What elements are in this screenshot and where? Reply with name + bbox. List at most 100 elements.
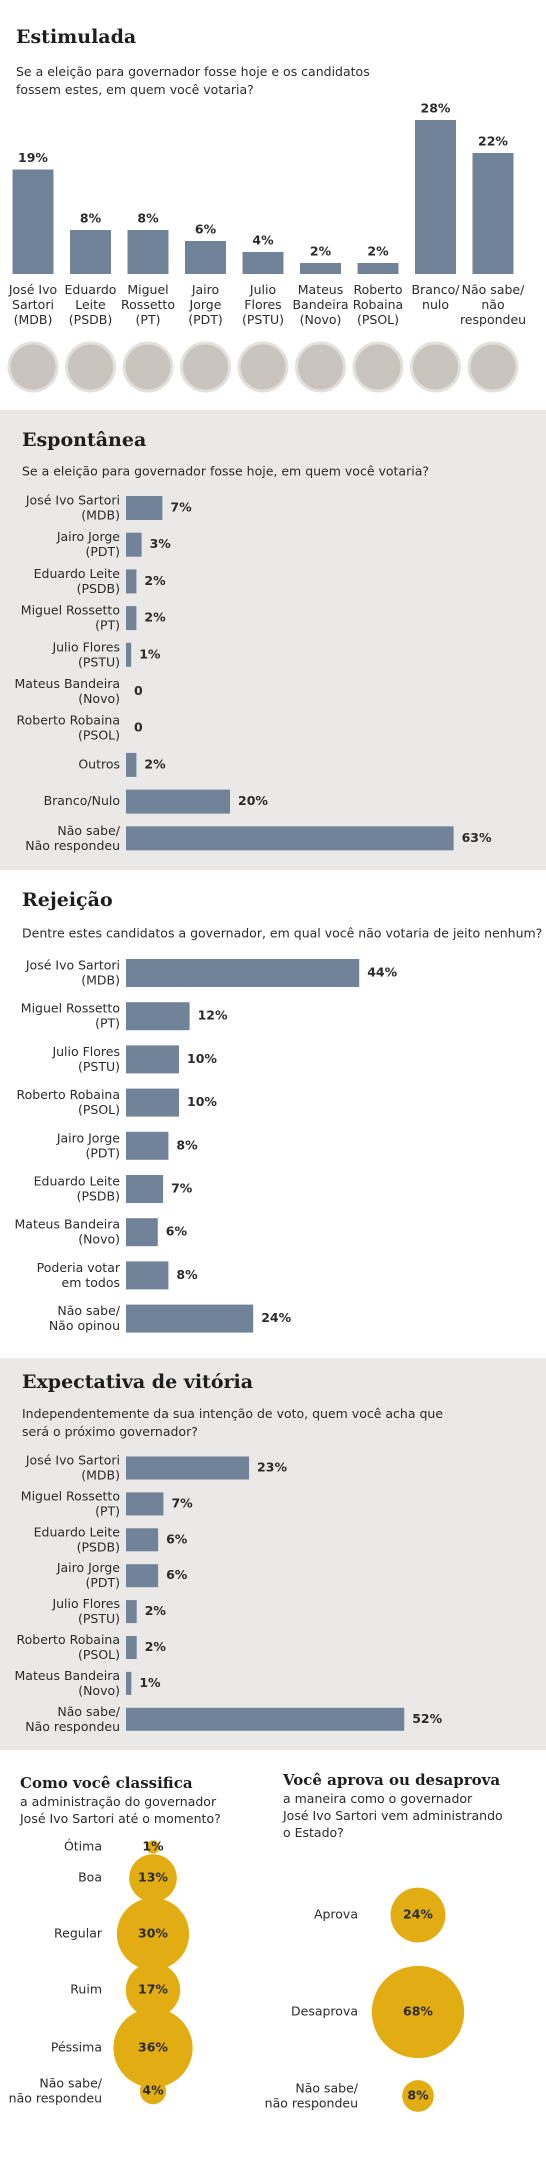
value-label: 0 [134,683,143,698]
category-label: José Ivo Sartori (MDB) [25,1452,120,1482]
candidate-photo [122,341,174,393]
value-label: 0 [134,720,143,735]
bar [126,569,137,594]
chart-subtitle: a administração do governador José Ivo Sa… [19,1794,221,1826]
category-label: Poderia votar em todos [37,1259,121,1289]
value-label: 20% [238,793,268,808]
value-label: 44% [367,965,397,980]
category-label: Outros [78,756,120,771]
bar [126,826,454,851]
category-label: Não sabe/não respondeu [265,2080,359,2110]
bar [126,532,142,557]
value-label: 23% [257,1460,287,1475]
bar [126,1088,179,1117]
value-label: 6% [166,1531,188,1546]
value-label: 8% [176,1137,198,1152]
chart-subtitle: Independentemente da sua intenção de vot… [22,1406,443,1439]
category-label: Eduardo Leite (PSDB) [34,565,121,595]
category-label: Julio Flores (PSTU) [242,282,284,327]
bar [126,1456,250,1480]
value-label: 24% [261,1310,291,1325]
chart-subtitle: Dentre estes candidatos a governador, em… [22,926,542,941]
bar [126,1600,137,1624]
value-label: 52% [412,1711,442,1726]
candidate-photo [65,341,116,393]
bubble [390,1887,446,1943]
value-label: 2% [367,244,389,259]
bar [126,1261,169,1290]
category-label: Roberto Robaina (PSOL) [17,712,120,742]
bar [126,1045,179,1074]
bar [126,1636,137,1659]
category-label: Desaprova [291,2004,358,2019]
category-label: Julio Flores (PSTU) [51,1596,120,1626]
value-label: 2% [144,573,166,588]
category-label: Não sabe/Não respondeu [25,822,121,852]
category-label: Miguel Rossetto (PT) [21,602,120,632]
bar [185,241,226,274]
category-label: Miguel Rossetto (PT) [121,282,175,327]
category-label: Roberto Robaina (PSOL) [353,282,403,327]
category-label: Não sabe/não respondeu [460,282,526,327]
category-label: Julio Flores (PSTU) [51,1043,120,1073]
bar [126,1707,405,1731]
bar [126,1002,190,1031]
section-background [0,410,546,870]
bar [126,1131,169,1160]
value-label: 6% [166,1224,188,1239]
candidate-photo [410,341,461,393]
bar [126,789,230,814]
category-label: Péssima [51,2040,102,2055]
bubble [402,2080,434,2112]
candidate-photo [7,341,59,393]
chart-title: Espontânea [22,429,146,451]
category-label: Branco/nulo [411,282,460,312]
category-label: Ótima [64,1839,102,1854]
value-label: 8% [176,1267,198,1282]
category-label: Não sabe/Não opinou [49,1303,121,1333]
value-label: 22% [478,134,508,149]
value-label: 6% [195,222,217,237]
bubble [129,1854,177,1902]
category-label: Jairo Jorge (PDT) [56,1130,120,1160]
candidate-photo [237,341,289,393]
bar [126,1671,132,1695]
bar [300,263,341,274]
value-label: 8% [407,2088,429,2103]
chart-title: Você aprova ou desaprova [282,1771,500,1789]
bar [126,1528,159,1552]
bar [126,959,360,987]
category-label: Julio Flores (PSTU) [51,639,120,669]
value-label: 1% [139,1675,161,1690]
value-label: 28% [421,101,451,116]
value-label: 12% [198,1008,228,1023]
bubble [113,2008,193,2088]
value-label: 2% [310,244,332,259]
value-label: 24% [403,1907,433,1922]
bar [126,1564,159,1588]
category-label: Boa [78,1870,102,1885]
category-label: Jairo Jorge (PDT) [56,529,120,559]
value-label: 17% [138,1982,168,1997]
value-label: 1% [139,646,161,661]
chart-subtitle: a maneira como o governador José Ivo Sart… [282,1791,503,1840]
category-label: Mateus Bandeira (Novo) [15,676,121,706]
category-label: Miguel Rossetto (PT) [21,1488,120,1518]
value-label: 2% [144,610,166,625]
bubble [116,1897,190,1971]
category-label: Jairo Jorge (PDT) [188,282,223,327]
category-label: Mateus Bandeira (Novo) [15,1667,121,1697]
category-label: Eduardo Leite (PSDB) [65,282,117,327]
chart-subtitle: Se a eleição para governador fosse hoje,… [22,464,429,479]
value-label: 8% [137,211,159,226]
bar [126,496,163,520]
category-label: Não sabe/Não respondeu [25,1703,121,1733]
bar [126,1304,254,1333]
bar [126,642,132,667]
bubble [371,1965,465,2059]
candidate-photo [352,341,404,393]
bar [126,1175,164,1203]
value-label: 10% [187,1094,217,1109]
bar [126,1218,158,1247]
